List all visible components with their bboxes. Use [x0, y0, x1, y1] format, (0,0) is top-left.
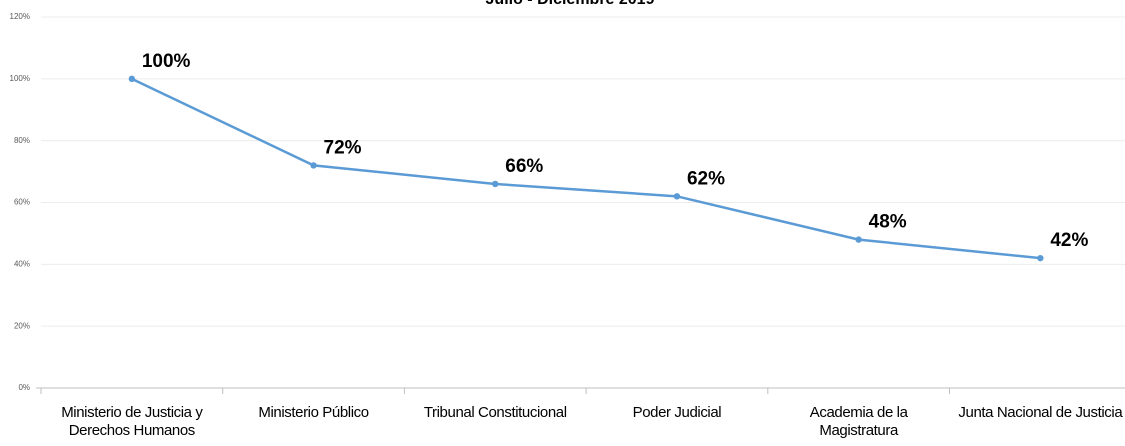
data-label: 72%: [324, 137, 362, 158]
data-label: 48%: [869, 212, 907, 233]
y-tick-label: 120%: [10, 12, 30, 21]
data-label: 42%: [1050, 230, 1088, 251]
x-tick-label: Ministerio de Justicia y Derechos Humano…: [61, 404, 203, 439]
data-point: [673, 193, 681, 200]
chart-title: Julio - Diciembre 2019: [486, 0, 655, 8]
x-tick-label: Ministerio Público: [258, 404, 369, 421]
data-point: [1037, 254, 1044, 262]
data-line: [131, 77, 1041, 260]
x-tick-label: Tribunal Constitucional: [423, 404, 567, 421]
data-point: [128, 75, 136, 83]
y-tick-label: 20%: [14, 321, 30, 330]
data-point: [310, 162, 317, 169]
x-tick-label: Academia de la Magistratura: [809, 404, 908, 439]
y-tick-label: 80%: [14, 136, 30, 145]
data-point: [492, 180, 499, 188]
x-tick-label: Poder Judicial: [632, 404, 722, 421]
data-label: 62%: [687, 168, 725, 189]
data-label: 66%: [505, 156, 543, 177]
data-label: 100%: [142, 51, 191, 72]
y-tick-label: 40%: [14, 259, 30, 268]
y-tick-label: 0%: [18, 383, 30, 392]
x-tick-label: Junta Nacional de Justicia: [958, 404, 1123, 421]
y-tick-label: 60%: [14, 198, 30, 207]
y-tick-label: 100%: [10, 74, 30, 83]
data-point: [855, 236, 862, 243]
